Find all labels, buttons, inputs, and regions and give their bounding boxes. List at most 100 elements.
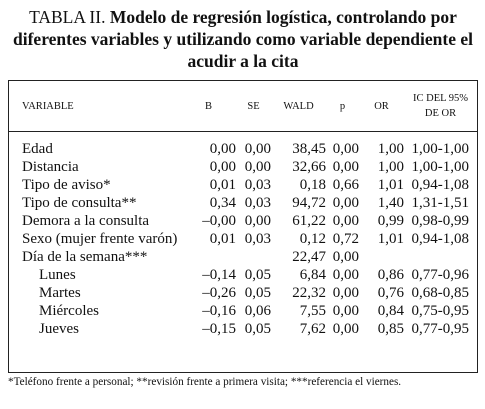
table-row: Jueves –0,15 0,05 7,62 0,00 0,85 0,77-0,95	[9, 320, 477, 338]
value-cell: 0,12	[299, 231, 326, 247]
value-cell: 0,94-1,08	[411, 177, 470, 193]
value-cell: 1,00-1,00	[411, 141, 470, 157]
value-cell: 7,55	[299, 303, 326, 319]
value-cell: 1,01	[377, 177, 404, 193]
value-cell: 0,99	[377, 213, 404, 229]
value-cell: 0,05	[244, 267, 271, 283]
value-cell: 22,47	[292, 249, 326, 265]
value-cell: 0,75-0,95	[411, 303, 470, 319]
table: VARIABLE B SE WALD p OR IC DEL 95% DE OR Edad 0…	[9, 81, 477, 338]
value-cell: 0,77-0,96	[411, 267, 470, 283]
value-cell: –0,26	[202, 285, 236, 301]
value-cell: 0,84	[377, 303, 404, 319]
value-cell: 0,03	[244, 195, 271, 211]
value-cell: 1,31-1,51	[411, 195, 470, 211]
value-cell: –0,14	[202, 267, 236, 283]
value-cell: 0,05	[244, 285, 271, 301]
value-cell: 0,00	[244, 141, 271, 157]
value-cell: 22,32	[292, 285, 326, 301]
value-cell: 0,03	[244, 231, 271, 247]
value-cell: 0,06	[244, 303, 271, 319]
variable-cell: Demora a la consulta	[22, 213, 150, 229]
value-cell: 0,01	[209, 177, 236, 193]
title: TABLA II. Modelo de regresión logística,…	[8, 6, 478, 72]
value-cell: 6,84	[299, 267, 326, 283]
value-cell: 32,66	[292, 159, 326, 175]
value-cell: 0,03	[244, 177, 271, 193]
value-cell: 0,00	[244, 159, 271, 175]
value-cell: 1,00-1,00	[411, 159, 470, 175]
value-cell: 0,68-0,85	[411, 285, 470, 301]
value-cell: 0,00	[332, 195, 359, 211]
header-cell: VARIABLE	[9, 81, 181, 132]
table-box: VARIABLE B SE WALD p OR IC DEL 95% DE OR Edad 0…	[8, 80, 478, 373]
table-row: Distancia 0,00 0,00 32,66 0,00 1,00 1,00-1,00	[9, 158, 477, 176]
value-cell: –0,15	[202, 321, 236, 337]
value-cell: 38,45	[292, 141, 326, 157]
value-cell: 0,00	[209, 141, 236, 157]
value-cell: 0,05	[244, 321, 271, 337]
variable-cell: Tipo de aviso*	[22, 177, 111, 193]
variable-cell: Distancia	[22, 159, 79, 175]
value-cell: 0,00	[209, 159, 236, 175]
value-cell: 0,00	[332, 249, 359, 265]
table-row: Sexo (mujer frente varón) 0,01 0,03 0,12 0,7…	[9, 230, 477, 248]
variable-cell: Edad	[22, 141, 53, 157]
variable-cell: Miércoles	[39, 303, 99, 319]
value-cell: 94,72	[292, 195, 326, 211]
variable-cell: Día de la semana***	[22, 249, 148, 265]
header-cell: B	[181, 81, 236, 132]
table-row: Martes –0,26 0,05 22,32 0,00 0,76 0,68-0,85	[9, 284, 477, 302]
variable-cell: Jueves	[39, 321, 79, 337]
value-cell: 0,77-0,95	[411, 321, 470, 337]
value-cell: 0,00	[244, 213, 271, 229]
header-row: VARIABLE B SE WALD p OR IC DEL 95% DE OR	[9, 81, 477, 132]
header-cell: p	[326, 81, 359, 132]
value-cell: 0,00	[332, 141, 359, 157]
value-cell: 0,34	[209, 195, 236, 211]
value-cell: 0,98-0,99	[411, 213, 470, 229]
table-body: Edad 0,00 0,00 38,45 0,00 1,00 1,00-1,00 Distan…	[9, 132, 477, 339]
value-cell: 7,62	[299, 321, 326, 337]
variable-cell: Martes	[39, 285, 81, 301]
value-cell: 1,40	[377, 195, 404, 211]
value-cell: 0,00	[332, 267, 359, 283]
table-row: Tipo de consulta** 0,34 0,03 94,72 0,00 1,40 1…	[9, 194, 477, 212]
table-row: Tipo de aviso* 0,01 0,03 0,18 0,66 1,01 0,94-1…	[9, 176, 477, 194]
value-cell: 1,01	[377, 231, 404, 247]
value-cell: 0,94-1,08	[411, 231, 470, 247]
header-cell: IC DEL 95% DE OR	[404, 81, 477, 132]
value-cell: –0,16	[202, 303, 236, 319]
variable-cell: Sexo (mujer frente varón)	[22, 231, 178, 247]
value-cell: 0,72	[332, 231, 359, 247]
value-cell	[181, 248, 236, 266]
value-cell: 0,85	[377, 321, 404, 337]
value-cell: 0,00	[332, 213, 359, 229]
value-cell	[359, 248, 404, 266]
table-row: Edad 0,00 0,00 38,45 0,00 1,00 1,00-1,00	[9, 132, 477, 159]
value-cell: 0,01	[209, 231, 236, 247]
value-cell: 0,86	[377, 267, 404, 283]
value-cell: 1,00	[377, 159, 404, 175]
table-row: Lunes –0,14 0,05 6,84 0,00 0,86 0,77-0,96	[9, 266, 477, 284]
variable-cell: Lunes	[39, 267, 76, 283]
table-row: Día de la semana*** 22,47 0,00	[9, 248, 477, 266]
footnote: *Teléfono frente a personal; **revisión …	[8, 376, 402, 388]
title-label: TABLA II.	[29, 7, 106, 27]
value-cell: 0,66	[332, 177, 359, 193]
header-cell: OR	[359, 81, 404, 132]
value-cell	[236, 248, 271, 266]
value-cell: 0,00	[332, 159, 359, 175]
value-cell: 0,18	[299, 177, 326, 193]
value-cell	[404, 248, 477, 266]
value-cell: 61,22	[292, 213, 326, 229]
value-cell: –0,00	[202, 213, 236, 229]
variable-cell: Tipo de consulta**	[22, 195, 137, 211]
value-cell: 0,76	[377, 285, 404, 301]
title-text: Modelo de regresión logística, controlan…	[13, 7, 473, 71]
table-row: Demora a la consulta –0,00 0,00 61,22 0,00 0,…	[9, 212, 477, 230]
value-cell: 0,00	[332, 303, 359, 319]
value-cell: 1,00	[377, 141, 404, 157]
value-cell: 0,00	[332, 321, 359, 337]
